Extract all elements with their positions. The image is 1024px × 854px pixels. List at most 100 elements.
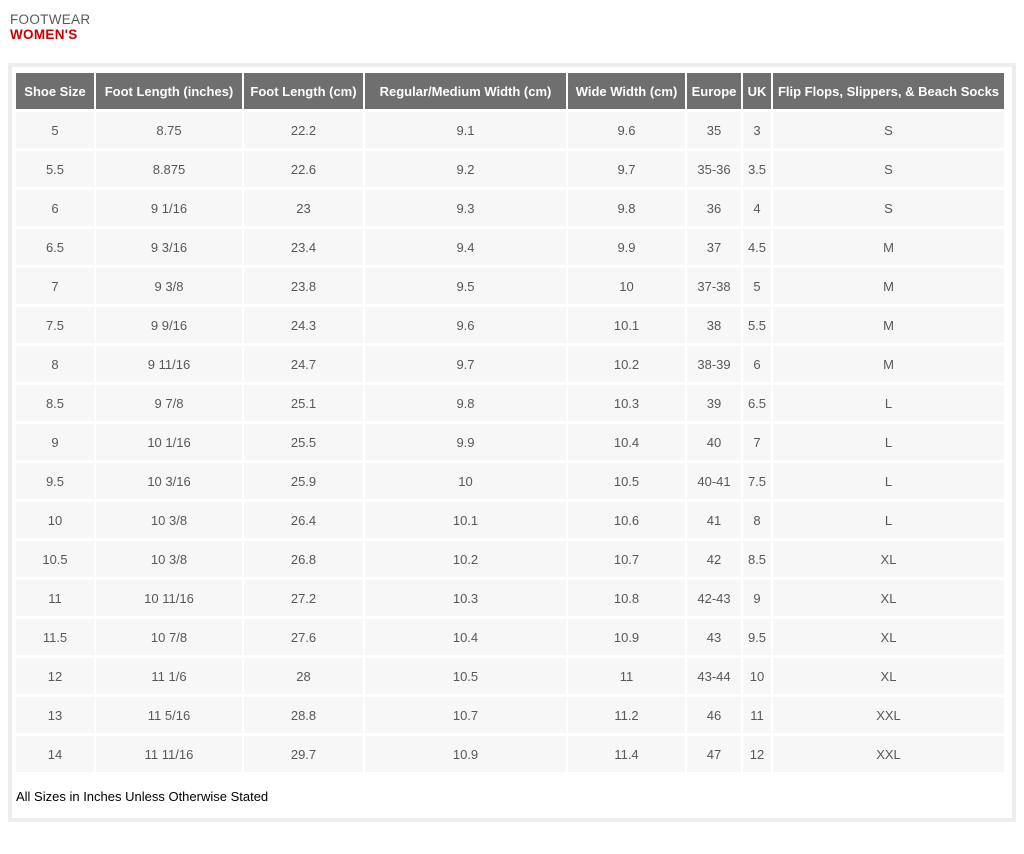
table-row: 12 11 1/6 28 10.5 11 43-44 10 XL bbox=[16, 658, 1004, 694]
table-cell: 8 bbox=[16, 346, 94, 382]
table-cell: 13 bbox=[16, 697, 94, 733]
table-cell: 11 bbox=[568, 658, 685, 694]
table-cell: 8 bbox=[743, 502, 771, 538]
table-cell: M bbox=[773, 307, 1004, 343]
table-cell: 5 bbox=[743, 268, 771, 304]
size-chart-panel: Shoe Size Foot Length (inches) Foot Length… bbox=[8, 63, 1016, 822]
table-cell: 24.7 bbox=[244, 346, 363, 382]
table-cell: S bbox=[773, 112, 1004, 148]
table-cell: 42-43 bbox=[687, 580, 741, 616]
table-cell: 46 bbox=[687, 697, 741, 733]
table-cell: 8.5 bbox=[16, 385, 94, 421]
table-cell: 24.3 bbox=[244, 307, 363, 343]
table-cell: 9 3/16 bbox=[96, 229, 242, 265]
table-row: 11.5 10 7/8 27.6 10.4 10.9 43 9.5 XL bbox=[16, 619, 1004, 655]
table-cell: 7.5 bbox=[743, 463, 771, 499]
table-cell: 40-41 bbox=[687, 463, 741, 499]
table-row: 5.5 8.875 22.6 9.2 9.7 35-36 3.5 S bbox=[16, 151, 1004, 187]
table-cell: 9.3 bbox=[365, 190, 566, 226]
table-cell: 10.7 bbox=[365, 697, 566, 733]
table-cell: 9.8 bbox=[568, 190, 685, 226]
table-cell: 10.2 bbox=[568, 346, 685, 382]
table-cell: 6 bbox=[743, 346, 771, 382]
table-cell: 11 bbox=[743, 697, 771, 733]
table-cell: 10.5 bbox=[568, 463, 685, 499]
table-row: 6.5 9 3/16 23.4 9.4 9.9 37 4.5 M bbox=[16, 229, 1004, 265]
table-cell: 10.5 bbox=[365, 658, 566, 694]
table-cell: 11.4 bbox=[568, 736, 685, 772]
table-cell: 25.9 bbox=[244, 463, 363, 499]
table-cell: 8.875 bbox=[96, 151, 242, 187]
table-cell: 10.1 bbox=[365, 502, 566, 538]
column-header: UK bbox=[743, 73, 771, 109]
table-cell: 9.9 bbox=[568, 229, 685, 265]
table-cell: 11.2 bbox=[568, 697, 685, 733]
column-header: Shoe Size bbox=[16, 73, 94, 109]
table-cell: 4.5 bbox=[743, 229, 771, 265]
table-cell: 11.5 bbox=[16, 619, 94, 655]
table-cell: 10.4 bbox=[568, 424, 685, 460]
table-cell: 6.5 bbox=[743, 385, 771, 421]
table-cell: 11 bbox=[16, 580, 94, 616]
table-cell: 22.2 bbox=[244, 112, 363, 148]
column-header: Foot Length (inches) bbox=[96, 73, 242, 109]
table-cell: 10 3/16 bbox=[96, 463, 242, 499]
table-cell: 10.3 bbox=[568, 385, 685, 421]
column-header: Europe bbox=[687, 73, 741, 109]
table-row: 14 11 11/16 29.7 10.9 11.4 47 12 XXL bbox=[16, 736, 1004, 772]
table-cell: 9.7 bbox=[568, 151, 685, 187]
table-cell: 35 bbox=[687, 112, 741, 148]
table-cell: 43 bbox=[687, 619, 741, 655]
table-cell: 22.6 bbox=[244, 151, 363, 187]
table-cell: 25.5 bbox=[244, 424, 363, 460]
table-cell: 28 bbox=[244, 658, 363, 694]
table-cell: 9.5 bbox=[365, 268, 566, 304]
table-cell: 10 3/8 bbox=[96, 502, 242, 538]
table-cell: 10.8 bbox=[568, 580, 685, 616]
table-cell: 10.6 bbox=[568, 502, 685, 538]
table-row: 13 11 5/16 28.8 10.7 11.2 46 11 XXL bbox=[16, 697, 1004, 733]
table-cell: S bbox=[773, 190, 1004, 226]
category-label: FOOTWEAR bbox=[10, 12, 91, 27]
table-cell: 9.4 bbox=[365, 229, 566, 265]
table-cell: 23.8 bbox=[244, 268, 363, 304]
table-cell: 10.9 bbox=[365, 736, 566, 772]
table-cell: 10.5 bbox=[16, 541, 94, 577]
column-header: Foot Length (cm) bbox=[244, 73, 363, 109]
table-cell: 14 bbox=[16, 736, 94, 772]
table-cell: 27.6 bbox=[244, 619, 363, 655]
table-cell: 10.7 bbox=[568, 541, 685, 577]
column-header: Regular/Medium Width (cm) bbox=[365, 73, 566, 109]
table-cell: 39 bbox=[687, 385, 741, 421]
table-cell: 7 bbox=[743, 424, 771, 460]
table-cell: 10 bbox=[16, 502, 94, 538]
table-cell: 9.5 bbox=[16, 463, 94, 499]
table-cell: 27.2 bbox=[244, 580, 363, 616]
table-cell: 10.4 bbox=[365, 619, 566, 655]
table-header-row: Shoe Size Foot Length (inches) Foot Length… bbox=[16, 73, 1004, 109]
table-cell: 9.7 bbox=[365, 346, 566, 382]
table-cell: M bbox=[773, 268, 1004, 304]
table-cell: M bbox=[773, 346, 1004, 382]
table-cell: 3.5 bbox=[743, 151, 771, 187]
table-cell: 26.4 bbox=[244, 502, 363, 538]
table-cell: 10 3/8 bbox=[96, 541, 242, 577]
table-cell: S bbox=[773, 151, 1004, 187]
table-cell: 10.9 bbox=[568, 619, 685, 655]
table-cell: L bbox=[773, 463, 1004, 499]
column-header: Flip Flops, Slippers, & Beach Socks bbox=[773, 73, 1004, 109]
table-cell: 35-36 bbox=[687, 151, 741, 187]
table-cell: 10 bbox=[365, 463, 566, 499]
table-row: 10 10 3/8 26.4 10.1 10.6 41 8 L bbox=[16, 502, 1004, 538]
table-cell: 37 bbox=[687, 229, 741, 265]
table-cell: 9.8 bbox=[365, 385, 566, 421]
table-cell: 25.1 bbox=[244, 385, 363, 421]
column-header: Wide Width (cm) bbox=[568, 73, 685, 109]
page-heading: WOMEN'S bbox=[10, 27, 78, 42]
table-cell: 38 bbox=[687, 307, 741, 343]
page-title: FOOTWEAR WOMEN'S bbox=[10, 12, 1024, 42]
table-cell: XL bbox=[773, 580, 1004, 616]
table-cell: 38-39 bbox=[687, 346, 741, 382]
